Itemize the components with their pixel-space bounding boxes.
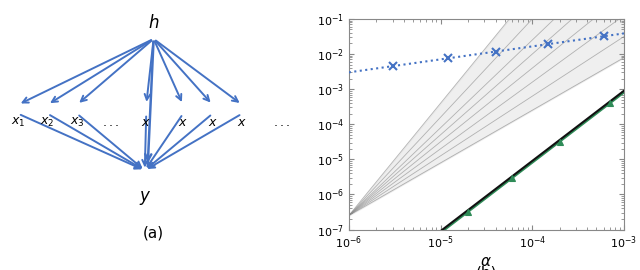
Text: $...$: $...$ (102, 116, 120, 129)
Text: $x$: $x$ (178, 116, 188, 129)
X-axis label: $\alpha$: $\alpha$ (481, 254, 492, 269)
Text: $x_1$: $x_1$ (11, 116, 26, 129)
Text: $...$: $...$ (273, 116, 291, 129)
Text: $y$: $y$ (138, 188, 151, 207)
Text: $x_3$: $x_3$ (70, 116, 84, 129)
Text: (b): (b) (476, 265, 497, 270)
Text: $x$: $x$ (141, 116, 151, 129)
Text: $x$: $x$ (207, 116, 218, 129)
Text: $x$: $x$ (237, 116, 247, 129)
Text: $h$: $h$ (148, 14, 159, 32)
Text: $x_2$: $x_2$ (40, 116, 55, 129)
Text: (a): (a) (143, 226, 164, 241)
